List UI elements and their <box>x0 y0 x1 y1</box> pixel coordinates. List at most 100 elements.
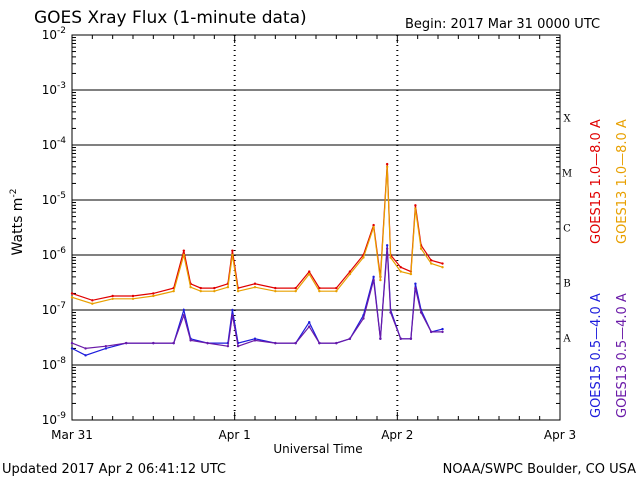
series-point <box>441 330 444 334</box>
series-point <box>70 347 74 350</box>
series-point <box>226 344 230 348</box>
series-point <box>441 262 444 265</box>
series-point <box>389 256 392 259</box>
series-point <box>182 308 186 312</box>
svg-text:Watts m-2: Watts m-2 <box>9 189 26 256</box>
series-point <box>70 341 74 345</box>
y-tick-label: 10-3 <box>42 81 66 97</box>
series-point <box>253 337 257 340</box>
series-point <box>213 286 216 290</box>
series-point <box>152 292 155 295</box>
series-point <box>236 289 240 293</box>
series-point <box>231 314 234 317</box>
series-point <box>274 289 277 293</box>
series-point <box>318 286 321 290</box>
y-axis-label-sup: -2 <box>9 189 19 198</box>
series-point <box>131 294 135 298</box>
series-point <box>274 286 277 290</box>
series-point <box>152 294 155 298</box>
series-point <box>189 285 192 289</box>
y-axis-label: Watts m-2 <box>9 189 26 256</box>
y-tick-label: 10-9 <box>42 411 67 427</box>
series-point <box>294 341 297 345</box>
begin-label: Begin: 2017 Mar 31 0000 UTC <box>405 17 600 32</box>
footer-updated: Updated 2017 Apr 2 06:41:12 UTC <box>2 462 226 477</box>
y-tick-label: 10-4 <box>42 136 67 152</box>
y-tick-base: 10 <box>42 28 57 42</box>
series-point <box>231 308 234 312</box>
series-point <box>372 226 375 229</box>
series-point <box>274 341 277 345</box>
series-point <box>414 204 417 207</box>
series-point <box>389 311 392 314</box>
series-point <box>348 272 352 276</box>
series-point <box>213 289 216 293</box>
series-point <box>131 297 135 300</box>
series-point <box>84 354 87 357</box>
series-point <box>199 286 202 290</box>
series-point <box>414 286 417 290</box>
series-point <box>111 297 114 300</box>
y-tick-base: 10 <box>42 193 57 207</box>
y-tick-label: 10-8 <box>42 356 67 372</box>
x-axis-label: Universal Time <box>273 442 362 456</box>
series-point <box>441 266 444 269</box>
series-point <box>335 341 338 345</box>
series-point <box>91 299 94 302</box>
y-tick-base: 10 <box>42 248 57 262</box>
series-line <box>71 245 443 356</box>
plot-frame <box>71 34 561 421</box>
x-tick-label: Apr 3 <box>544 428 576 442</box>
series-point <box>318 341 321 345</box>
series-point <box>152 341 155 345</box>
y-tick-label: 10-5 <box>42 191 66 207</box>
series-point <box>441 327 444 331</box>
legend-entry: GOES15 0.5—4.0 A <box>589 293 604 418</box>
series-point <box>308 325 311 328</box>
series-point <box>308 272 311 276</box>
series-point <box>236 344 240 348</box>
legend-entry: GOES13 1.0—8.0 A <box>615 119 630 244</box>
series-point <box>182 253 186 257</box>
series-line <box>71 248 443 350</box>
flare-class-label: M <box>562 169 572 180</box>
series-point <box>182 249 186 252</box>
y-tick-base: 10 <box>42 413 57 427</box>
footer-source: NOAA/SWPC Boulder, CO USA <box>443 462 636 477</box>
series-point <box>372 278 375 282</box>
series-point <box>111 294 114 298</box>
chart-title: GOES Xray Flux (1-minute data) <box>34 8 307 28</box>
y-tick-base: 10 <box>42 138 57 152</box>
series-point <box>385 247 389 250</box>
series-point <box>385 244 389 247</box>
series-point <box>419 311 423 314</box>
series-point <box>308 321 311 324</box>
series-point <box>294 286 297 290</box>
series-point <box>409 272 413 276</box>
series-point <box>172 289 175 293</box>
series-point <box>199 289 202 293</box>
series-point <box>226 285 230 289</box>
legend: GOES15 1.0—8.0 A GOES13 1.0—8.0 A GOES15 0… <box>589 119 630 418</box>
flare-class-label: X <box>563 114 571 125</box>
x-tick-label: Apr 1 <box>219 428 251 442</box>
series-point <box>430 259 433 262</box>
series-point <box>231 249 234 252</box>
series-point <box>409 337 413 340</box>
y-tick-label: 10-2 <box>42 26 66 42</box>
series-point <box>414 207 417 210</box>
y-tick-exp: -9 <box>57 411 66 421</box>
x-tick-label: Apr 2 <box>381 428 413 442</box>
series-point <box>348 270 352 273</box>
series-line <box>71 164 443 301</box>
y-tick-exp: -2 <box>57 26 66 36</box>
series-point <box>430 330 433 334</box>
y-tick-exp: -3 <box>57 81 66 91</box>
y-tick-base: 10 <box>42 303 57 317</box>
y-tick-base: 10 <box>42 83 57 97</box>
series-point <box>206 341 209 345</box>
series-point <box>189 339 192 342</box>
y-tick-exp: -5 <box>57 191 66 201</box>
y-tick-exp: -4 <box>57 136 66 146</box>
